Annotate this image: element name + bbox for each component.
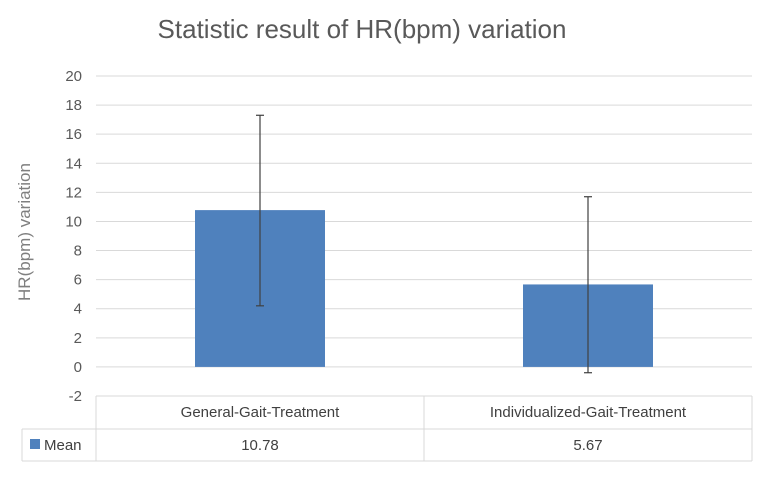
y-tick-label: 18 [65, 97, 82, 114]
legend-swatch [30, 439, 40, 449]
legend-series-name: Mean [44, 437, 82, 454]
bars [195, 210, 653, 367]
y-tick-label: 16 [65, 126, 82, 143]
chart-title: Statistic result of HR(bpm) variation [158, 14, 567, 44]
x-category-label: General-Gait-Treatment [181, 404, 340, 421]
data-value-label: 5.67 [573, 437, 602, 454]
y-tick-label: 20 [65, 68, 82, 85]
y-axis-label: HR(bpm) variation [15, 163, 34, 301]
data-value-label: 10.78 [241, 437, 279, 454]
gridlines [96, 75, 752, 368]
y-tick-label: 10 [65, 213, 82, 230]
error-bars [256, 114, 592, 374]
y-tick-label: 4 [74, 301, 82, 318]
y-tick-label: 6 [74, 272, 82, 289]
data-table: General-Gait-Treatment 10.78 Individualize… [21, 395, 753, 462]
y-tick-label: 0 [74, 359, 82, 376]
y-tick-label: 2 [74, 330, 82, 347]
y-tick-label: 12 [65, 184, 82, 201]
y-tick-label: -2 [69, 388, 82, 405]
y-tick-label: 14 [65, 155, 82, 172]
x-category-label: Individualized-Gait-Treatment [490, 404, 687, 421]
y-tick-label: 8 [74, 243, 82, 260]
